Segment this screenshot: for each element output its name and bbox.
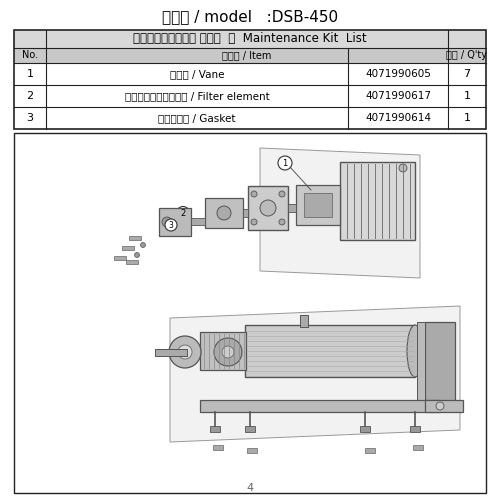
Text: ガスケット / Gasket: ガスケット / Gasket	[158, 113, 236, 123]
Bar	[200, 332, 246, 370]
Bar	[340, 162, 415, 240]
Circle shape	[134, 252, 140, 258]
Bar	[360, 426, 370, 432]
Text: 2: 2	[180, 208, 186, 218]
Circle shape	[217, 206, 231, 220]
Text: 1: 1	[464, 113, 470, 123]
Text: 4071990614: 4071990614	[365, 113, 431, 123]
Text: 1: 1	[464, 91, 470, 101]
Text: 数量 / Q'ty: 数量 / Q'ty	[446, 50, 488, 60]
Bar	[247, 448, 257, 453]
Bar	[413, 445, 423, 450]
Bar	[304, 193, 332, 217]
Bar	[410, 426, 420, 432]
Text: 4071990617: 4071990617	[365, 91, 431, 101]
Bar	[114, 256, 126, 260]
Bar	[155, 349, 187, 356]
Circle shape	[279, 191, 285, 197]
Bar	[296, 185, 340, 225]
Bar	[425, 400, 463, 412]
Bar	[243, 209, 248, 217]
Bar	[126, 260, 138, 264]
Text: 3: 3	[26, 113, 34, 123]
Bar	[425, 322, 455, 404]
Circle shape	[214, 338, 242, 366]
Circle shape	[140, 242, 145, 248]
Ellipse shape	[407, 325, 423, 377]
Bar	[191, 218, 205, 225]
Polygon shape	[260, 148, 420, 278]
Bar	[122, 246, 134, 250]
Circle shape	[169, 336, 201, 368]
Bar	[245, 325, 415, 377]
Bar	[213, 445, 223, 450]
Text: No.: No.	[22, 50, 38, 60]
Text: 機種名 / model   :DSB-450: 機種名 / model :DSB-450	[162, 10, 338, 24]
Bar	[417, 322, 425, 404]
Text: フィルターエレメント / Filter element: フィルターエレメント / Filter element	[124, 91, 270, 101]
Polygon shape	[170, 306, 460, 442]
Bar	[14, 30, 486, 129]
Bar	[288, 204, 296, 212]
Text: 1: 1	[282, 158, 288, 168]
Circle shape	[162, 217, 172, 227]
Bar	[14, 48, 486, 63]
Circle shape	[165, 219, 177, 231]
Text: 2: 2	[26, 91, 34, 101]
Circle shape	[260, 200, 276, 216]
Circle shape	[178, 345, 192, 359]
Bar	[14, 30, 486, 48]
Text: 1: 1	[26, 69, 34, 79]
Circle shape	[222, 346, 234, 358]
Bar	[14, 133, 486, 493]
Bar	[245, 426, 255, 432]
Text: 4071990605: 4071990605	[365, 69, 431, 79]
Bar	[248, 186, 288, 230]
Circle shape	[278, 156, 292, 170]
Text: 4: 4	[246, 483, 254, 493]
Bar	[365, 448, 375, 453]
Circle shape	[399, 164, 407, 172]
Circle shape	[251, 219, 257, 225]
Text: 部品名 / Item: 部品名 / Item	[222, 50, 272, 60]
Circle shape	[251, 191, 257, 197]
Bar	[200, 400, 440, 412]
Bar	[129, 236, 141, 240]
Bar	[205, 198, 243, 228]
Text: メンテナンスキット リスト  ／  Maintenance Kit  List: メンテナンスキット リスト ／ Maintenance Kit List	[133, 32, 367, 46]
Text: 3: 3	[168, 220, 173, 230]
Text: 7: 7	[464, 69, 470, 79]
Bar	[210, 426, 220, 432]
Circle shape	[279, 219, 285, 225]
Text: ベーン / Vane: ベーン / Vane	[170, 69, 224, 79]
Circle shape	[436, 402, 444, 410]
Bar	[300, 315, 308, 327]
Bar	[159, 208, 191, 236]
Circle shape	[176, 206, 190, 220]
